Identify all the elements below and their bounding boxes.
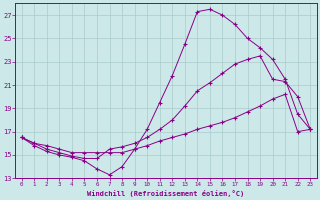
X-axis label: Windchill (Refroidissement éolien,°C): Windchill (Refroidissement éolien,°C): [87, 190, 244, 197]
